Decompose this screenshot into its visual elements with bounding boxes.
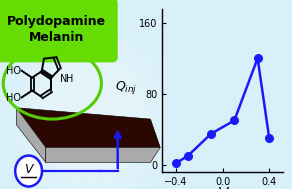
Circle shape [49, 70, 131, 164]
Text: N: N [60, 74, 68, 84]
Polygon shape [16, 108, 46, 163]
Text: HO: HO [6, 93, 21, 103]
Polygon shape [16, 108, 160, 147]
Text: Polydopamine
Melanin: Polydopamine Melanin [7, 15, 106, 43]
Circle shape [16, 32, 164, 189]
Text: $Q_{inj}$: $Q_{inj}$ [114, 79, 137, 96]
X-axis label: V: V [218, 187, 228, 189]
Polygon shape [46, 147, 160, 163]
Text: V: V [24, 163, 33, 176]
Circle shape [15, 156, 42, 187]
Text: HO: HO [6, 66, 21, 76]
Circle shape [0, 13, 180, 189]
Circle shape [33, 51, 147, 183]
FancyBboxPatch shape [0, 0, 118, 62]
Text: H: H [67, 74, 74, 84]
